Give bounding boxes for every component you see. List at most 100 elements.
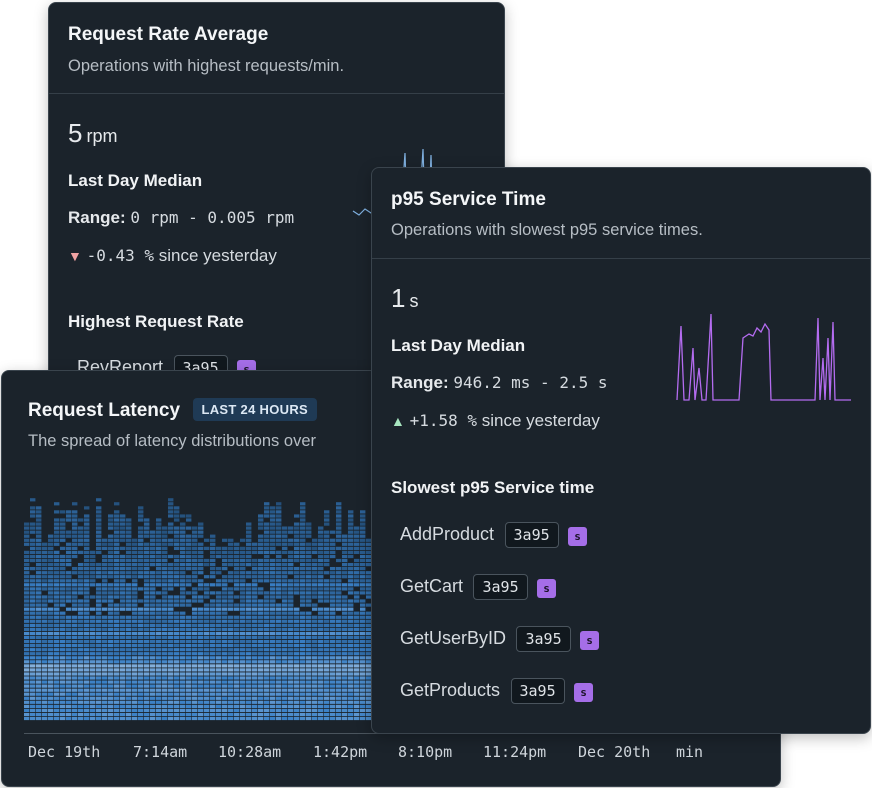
heatmap-cell bbox=[132, 603, 138, 607]
heatmap-cell bbox=[120, 700, 126, 704]
heatmap-cell bbox=[30, 684, 36, 688]
heatmap-cell bbox=[300, 635, 306, 640]
heatmap-cell bbox=[300, 640, 306, 644]
heatmap-cell bbox=[180, 554, 186, 559]
card-subtitle: Operations with highest requests/min. bbox=[68, 57, 345, 75]
heatmap-cell bbox=[48, 615, 54, 619]
heatmap-cell bbox=[48, 700, 54, 704]
heatmap-cell bbox=[60, 704, 66, 708]
heatmap-cell bbox=[204, 704, 210, 708]
heatmap-cell bbox=[294, 640, 300, 644]
heatmap-cell bbox=[54, 692, 60, 696]
heatmap-cell bbox=[180, 583, 186, 587]
heatmap-cell bbox=[324, 684, 330, 688]
heatmap-cell bbox=[210, 534, 216, 538]
list-item[interactable]: GetCart 3a95 s bbox=[400, 574, 557, 600]
heatmap-cell bbox=[222, 575, 228, 579]
heatmap-cell bbox=[270, 591, 276, 595]
heatmap-cell bbox=[168, 652, 174, 656]
heatmap-cell bbox=[174, 583, 180, 587]
heatmap-cell bbox=[102, 684, 108, 688]
heatmap-cell bbox=[30, 591, 36, 595]
heatmap-cell bbox=[48, 640, 54, 644]
heatmap-cell bbox=[174, 595, 180, 599]
heatmap-cell bbox=[312, 627, 318, 631]
heatmap-cell bbox=[156, 672, 162, 676]
heatmap-cell bbox=[324, 712, 330, 717]
heatmap-cell bbox=[138, 575, 144, 579]
heatmap-cell bbox=[108, 684, 114, 688]
heatmap-cell bbox=[270, 627, 276, 631]
heatmap-cell bbox=[84, 668, 90, 672]
heatmap-cell bbox=[54, 530, 60, 534]
heatmap-cell bbox=[360, 546, 366, 550]
heatmap-cell bbox=[354, 712, 360, 717]
heatmap-cell bbox=[162, 627, 168, 631]
heatmap-cell bbox=[156, 583, 162, 587]
heatmap-cell bbox=[354, 692, 360, 696]
heatmap-cell bbox=[36, 591, 42, 595]
heatmap-cell bbox=[282, 575, 288, 579]
heatmap-cell bbox=[126, 554, 132, 559]
heatmap-cell bbox=[240, 611, 246, 615]
heatmap-cell bbox=[306, 554, 312, 559]
heatmap-cell bbox=[114, 696, 120, 700]
heatmap-cell bbox=[96, 648, 102, 652]
heatmap-cell bbox=[264, 696, 270, 700]
heatmap-cell bbox=[72, 623, 78, 627]
heatmap-cell bbox=[354, 668, 360, 672]
heatmap-cell bbox=[60, 510, 66, 514]
heatmap-cell bbox=[120, 696, 126, 700]
heatmap-cell bbox=[210, 700, 216, 704]
heatmap-cell bbox=[282, 567, 288, 571]
heatmap-cell bbox=[90, 623, 96, 627]
heatmap-cell bbox=[30, 676, 36, 680]
heatmap-cell bbox=[234, 563, 240, 567]
heatmap-cell bbox=[132, 591, 138, 595]
heatmap-cell bbox=[312, 575, 318, 579]
heatmap-cell bbox=[96, 538, 102, 542]
heatmap-cell bbox=[48, 599, 54, 603]
heatmap-cell bbox=[246, 708, 252, 712]
heatmap-cell bbox=[30, 704, 36, 708]
heatmap-cell bbox=[60, 554, 66, 559]
heatmap-cell bbox=[48, 660, 54, 664]
heatmap-cell bbox=[90, 696, 96, 700]
list-item[interactable]: GetProducts 3a95 s bbox=[400, 678, 594, 704]
list-item[interactable]: GetUserByID 3a95 s bbox=[400, 626, 600, 652]
heatmap-cell bbox=[168, 660, 174, 664]
heatmap-cell bbox=[282, 684, 288, 688]
heatmap-cell bbox=[324, 640, 330, 644]
heatmap-cell bbox=[234, 619, 240, 623]
heatmap-cell bbox=[222, 631, 228, 636]
heatmap-cell bbox=[228, 607, 234, 611]
heatmap-cell bbox=[318, 712, 324, 717]
heatmap-cell bbox=[96, 716, 102, 721]
heatmap-cell bbox=[108, 627, 114, 631]
heatmap-cell bbox=[252, 664, 258, 668]
heatmap-cell bbox=[204, 623, 210, 627]
heatmap-cell bbox=[222, 704, 228, 708]
heatmap-cell bbox=[210, 554, 216, 559]
heatmap-cell bbox=[138, 676, 144, 680]
heatmap-cell bbox=[126, 518, 132, 522]
heatmap-cell bbox=[246, 700, 252, 704]
heatmap-cell bbox=[150, 542, 156, 546]
heatmap-cell bbox=[54, 526, 60, 530]
heatmap-cell bbox=[252, 550, 258, 554]
heatmap-cell bbox=[168, 542, 174, 546]
heatmap-cell bbox=[36, 583, 42, 587]
heatmap-cell bbox=[360, 716, 366, 721]
heatmap-cell bbox=[78, 563, 84, 567]
heatmap-cell bbox=[300, 712, 306, 717]
heatmap-cell bbox=[168, 692, 174, 696]
heatmap-cell bbox=[318, 688, 324, 692]
heatmap-cell bbox=[162, 688, 168, 692]
time-range-pill[interactable]: LAST 24 HOURS bbox=[192, 398, 317, 421]
heatmap-cell bbox=[186, 696, 192, 700]
heatmap-cell bbox=[210, 676, 216, 680]
heatmap-cell bbox=[132, 716, 138, 721]
heatmap-cell bbox=[90, 575, 96, 579]
heatmap-cell bbox=[216, 716, 222, 721]
list-item[interactable]: AddProduct 3a95 s bbox=[400, 522, 588, 548]
